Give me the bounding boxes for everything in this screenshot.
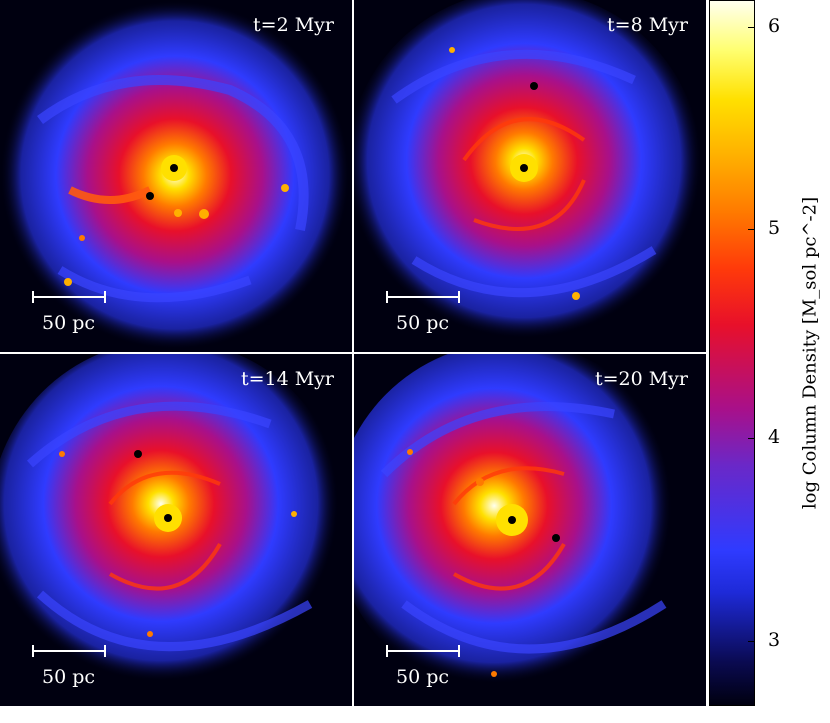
density-map-t20 — [354, 354, 690, 698]
time-label: t=8 Myr — [607, 14, 688, 36]
colorbar-tick-3: 3 — [768, 629, 781, 651]
time-label: t=2 Myr — [253, 14, 334, 36]
panel-t14: t=14 Myr 50 pc — [0, 354, 352, 706]
colorbar-tickmark — [748, 438, 755, 439]
panel-t20: t=20 Myr 50 pc — [354, 354, 706, 706]
colorbar-label: log Column Density [M_sol pc^-2] — [795, 0, 825, 706]
panel-t2: t=2 Myr 50 pc — [0, 0, 352, 352]
colorbar-tickmark — [748, 641, 755, 642]
density-map-t14 — [0, 354, 346, 696]
colorbar-tick-4: 4 — [768, 426, 781, 448]
colorbar-label-text: log Column Density [M_sol pc^-2] — [799, 196, 821, 510]
scale-bar — [32, 290, 106, 304]
colorbar-tick-6: 6 — [768, 15, 781, 37]
scale-bar — [386, 290, 460, 304]
panel-t8: t=8 Myr 50 pc — [354, 0, 706, 352]
density-map-t2 — [0, 0, 350, 350]
colorbar-tickmark — [748, 229, 755, 230]
density-map-t8 — [354, 0, 702, 346]
colorbar — [709, 0, 755, 706]
scale-label: 50 pc — [42, 666, 96, 688]
scale-label: 50 pc — [42, 312, 96, 334]
time-label: t=20 Myr — [594, 368, 688, 390]
scale-bar — [386, 644, 460, 658]
scale-label: 50 pc — [396, 312, 450, 334]
colorbar-tick-5: 5 — [768, 217, 781, 239]
time-label: t=14 Myr — [240, 368, 334, 390]
colorbar-tickmark — [748, 27, 755, 28]
scale-label: 50 pc — [396, 666, 450, 688]
scale-bar — [32, 644, 106, 658]
